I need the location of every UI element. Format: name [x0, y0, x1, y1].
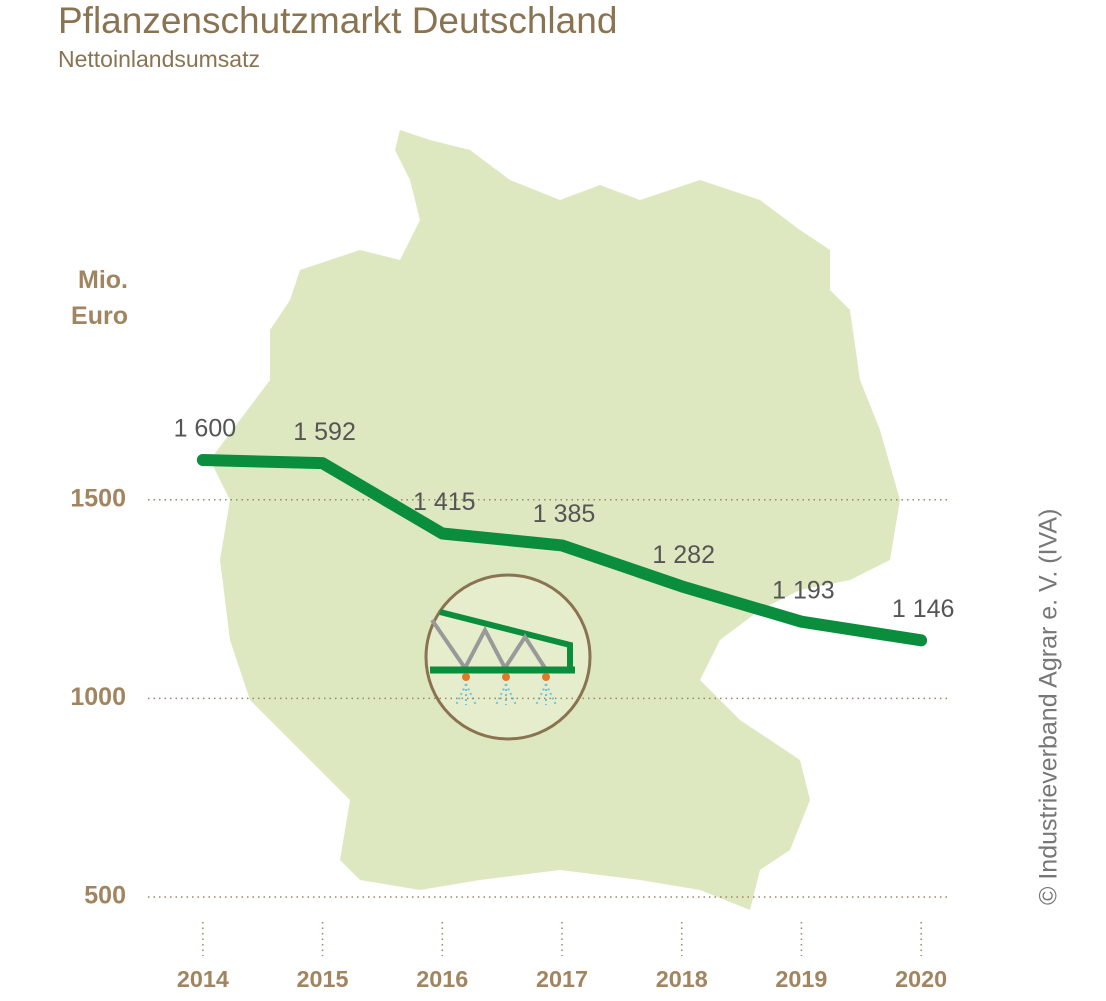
x-tick-label: 2016: [416, 966, 468, 992]
map-germany: [210, 130, 900, 910]
value-label: 1 385: [533, 500, 596, 528]
x-tick-label: 2018: [656, 966, 708, 992]
x-tick-label: 2017: [536, 966, 588, 992]
x-tick-label: 2015: [297, 966, 349, 992]
y-tick-label: 500: [84, 882, 126, 910]
value-label: 1 600: [174, 415, 237, 443]
y-tick-label: 1500: [70, 484, 126, 512]
x-tick-label: 2020: [895, 966, 947, 992]
value-label: 1 415: [413, 488, 476, 516]
y-axis-label: Mio. Euro: [71, 266, 128, 330]
sprayer-icon: [424, 573, 592, 741]
y-tick-label: 1000: [70, 683, 126, 711]
x-tick-label: 2019: [775, 966, 827, 992]
line: [196, 454, 928, 647]
chart-title: Pflanzenschutzmarkt Deutschland: [58, 0, 618, 41]
value-label: 1 193: [772, 576, 835, 604]
value-label: 1 592: [293, 418, 356, 446]
chart-subtitle: Nettoinlandsumsatz: [58, 46, 260, 72]
value-label: 1 282: [652, 541, 715, 569]
x-tick-label: 2014: [177, 966, 229, 992]
value-label: 1 146: [892, 595, 955, 623]
source: © Industrieverband Agrar e. V. (IVA): [1035, 509, 1063, 905]
